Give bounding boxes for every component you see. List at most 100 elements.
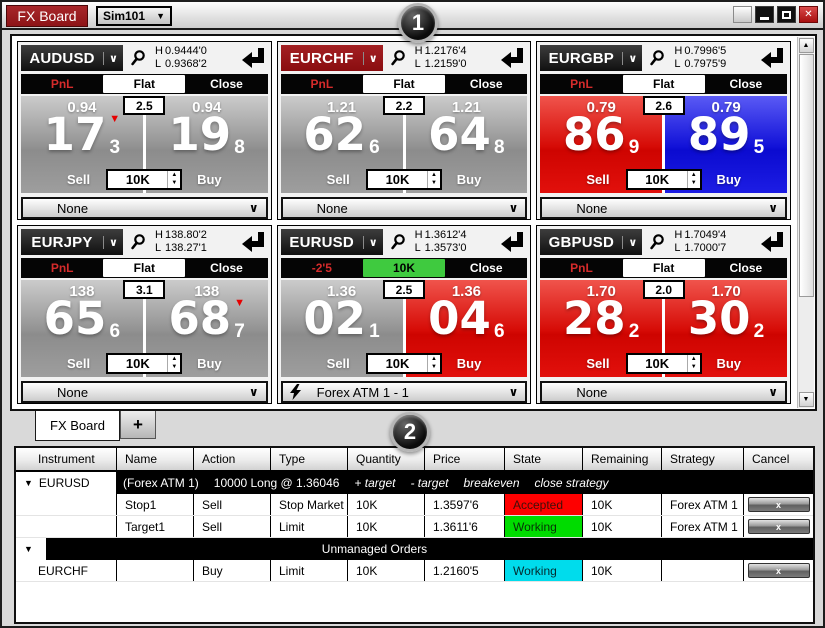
reverse-position-icon[interactable]	[241, 47, 266, 70]
quantity-stepper[interactable]: 10K ▲ ▼	[625, 168, 702, 190]
scrollbar-thumb[interactable]	[798, 54, 814, 297]
search-icon[interactable]	[130, 49, 148, 67]
collapse-triangle-icon[interactable]: ▼	[24, 478, 33, 488]
pnl-button[interactable]: PnL	[50, 77, 74, 91]
strategy-dropdown[interactable]: None ∨	[280, 197, 528, 219]
search-icon[interactable]	[390, 233, 408, 251]
fx-pair-tile: EURGBP ∨ H 0.7996'5 L 0.7975'9 PnL Flat Cl…	[536, 41, 791, 220]
sell-price-panel[interactable]: 1.21 62 ▼ 6	[280, 96, 403, 193]
buy-label: Buy	[197, 171, 222, 187]
add-target-link[interactable]: + target	[354, 476, 396, 490]
cancel-order-button[interactable]: x	[747, 563, 810, 578]
vertical-scrollbar[interactable]: ▲ ▼	[797, 37, 814, 408]
col-header-name[interactable]: Name	[117, 448, 194, 470]
pair-selector[interactable]: EURCHF ∨	[280, 45, 383, 71]
pair-selector[interactable]: EURJPY ∨	[21, 229, 123, 255]
position-button[interactable]: 10K	[363, 259, 445, 277]
position-button[interactable]: Flat	[103, 75, 186, 93]
position-button[interactable]: Flat	[363, 75, 445, 93]
reverse-position-icon[interactable]	[500, 47, 525, 70]
scroll-down-icon[interactable]: ▼	[798, 392, 814, 407]
quantity-stepper[interactable]: 10K ▲ ▼	[625, 352, 702, 374]
group-instrument-cell[interactable]: ▼ EURUSD	[16, 472, 117, 494]
close-strategy-link[interactable]: close strategy	[534, 476, 609, 490]
search-icon[interactable]	[130, 233, 148, 251]
strategy-dropdown[interactable]: None ∨	[21, 381, 268, 403]
window-pin-button[interactable]	[733, 6, 752, 23]
quantity-stepper[interactable]: 10K ▲ ▼	[365, 168, 442, 190]
breakeven-link[interactable]: breakeven	[463, 476, 520, 490]
col-header-strategy[interactable]: Strategy	[662, 448, 744, 470]
quantity-stepper[interactable]: 10K ▲ ▼	[365, 352, 442, 374]
buy-price-panel[interactable]: 138 68 ▼ 7	[145, 280, 268, 377]
close-position-button[interactable]: Close	[729, 261, 763, 275]
quantity-stepper[interactable]: 10K ▲ ▼	[106, 352, 183, 374]
chevron-down-icon[interactable]: ∨	[103, 51, 123, 65]
cancel-order-button[interactable]: x	[747, 519, 810, 534]
stepper-arrows[interactable]: ▲ ▼	[427, 170, 440, 188]
stepper-arrows[interactable]: ▲ ▼	[167, 354, 180, 372]
maximize-button[interactable]	[777, 6, 796, 23]
pnl-button[interactable]: -2'5	[311, 261, 332, 275]
ask-price-sub: 8	[234, 137, 245, 158]
position-button[interactable]: Flat	[622, 75, 705, 93]
search-icon[interactable]	[390, 49, 408, 67]
scroll-up-icon[interactable]: ▲	[798, 38, 814, 53]
col-header-cancel[interactable]: Cancel	[744, 448, 813, 470]
search-icon[interactable]	[649, 233, 667, 251]
pair-selector[interactable]: GBPUSD ∨	[540, 229, 643, 255]
position-button[interactable]: Flat	[103, 259, 186, 277]
minimize-button[interactable]	[755, 6, 774, 23]
col-header-price[interactable]: Price	[425, 448, 505, 470]
col-header-state[interactable]: State	[505, 448, 583, 470]
chevron-down-icon[interactable]: ∨	[622, 235, 642, 249]
close-position-button[interactable]: Close	[469, 77, 503, 91]
quantity-stepper[interactable]: 10K ▲ ▼	[106, 168, 183, 190]
pair-selector[interactable]: AUDUSD ∨	[21, 45, 123, 71]
reverse-position-icon[interactable]	[500, 231, 525, 254]
strategy-dropdown[interactable]: None ∨	[21, 197, 268, 219]
strategy-dropdown[interactable]: None ∨	[540, 381, 787, 403]
position-button[interactable]: Flat	[622, 259, 705, 277]
stepper-arrows[interactable]: ▲ ▼	[427, 354, 440, 372]
close-position-button[interactable]: Close	[729, 77, 763, 91]
cell-cancel: x	[744, 494, 813, 515]
chevron-down-icon[interactable]: ∨	[362, 51, 383, 65]
stepper-arrows[interactable]: ▲ ▼	[686, 170, 700, 188]
add-tab-button[interactable]: +	[120, 411, 156, 439]
stepper-arrows[interactable]: ▲ ▼	[167, 170, 180, 188]
chevron-down-icon[interactable]: ∨	[622, 51, 642, 65]
col-header-instrument[interactable]: Instrument	[16, 448, 117, 470]
remove-target-link[interactable]: - target	[410, 476, 449, 490]
col-header-remaining[interactable]: Remaining	[583, 448, 662, 470]
reverse-position-icon[interactable]	[760, 231, 785, 254]
pnl-button[interactable]: PnL	[570, 77, 593, 91]
reverse-position-icon[interactable]	[760, 47, 785, 70]
pnl-button[interactable]: PnL	[570, 261, 593, 275]
strategy-label: None	[316, 200, 348, 216]
strategy-dropdown[interactable]: None ∨	[540, 197, 787, 219]
pair-selector[interactable]: EURGBP ∨	[540, 45, 643, 71]
account-selector[interactable]: Sim101 ▼	[96, 6, 172, 26]
pair-selector[interactable]: EURUSD ∨	[280, 229, 383, 255]
cancel-order-button[interactable]: x	[747, 497, 810, 512]
strategy-dropdown[interactable]: Forex ATM 1 - 1 ∨	[280, 381, 528, 403]
col-header-type[interactable]: Type	[271, 448, 348, 470]
buy-price-panel[interactable]: 1.21 64 ▼ 8	[405, 96, 528, 193]
reverse-position-icon[interactable]	[241, 231, 266, 254]
close-position-button[interactable]: Close	[210, 261, 243, 275]
fx-pair-tile: AUDUSD ∨ H 0.9444'0 L 0.9368'2 PnL Flat Cl…	[17, 41, 272, 220]
search-icon[interactable]	[649, 49, 667, 67]
chevron-down-icon[interactable]: ∨	[362, 235, 383, 249]
pnl-button[interactable]: PnL	[310, 77, 334, 91]
col-header-action[interactable]: Action	[194, 448, 271, 470]
pnl-button[interactable]: PnL	[50, 261, 74, 275]
collapse-triangle-icon[interactable]: ▼	[24, 544, 33, 554]
col-header-quantity[interactable]: Quantity	[348, 448, 425, 470]
chevron-down-icon[interactable]: ∨	[103, 235, 123, 249]
stepper-arrows[interactable]: ▲ ▼	[686, 354, 700, 372]
close-position-button[interactable]: Close	[469, 261, 503, 275]
close-window-button[interactable]: ✕	[799, 6, 818, 23]
tab-fx-board[interactable]: FX Board	[35, 411, 120, 441]
close-position-button[interactable]: Close	[210, 77, 243, 91]
